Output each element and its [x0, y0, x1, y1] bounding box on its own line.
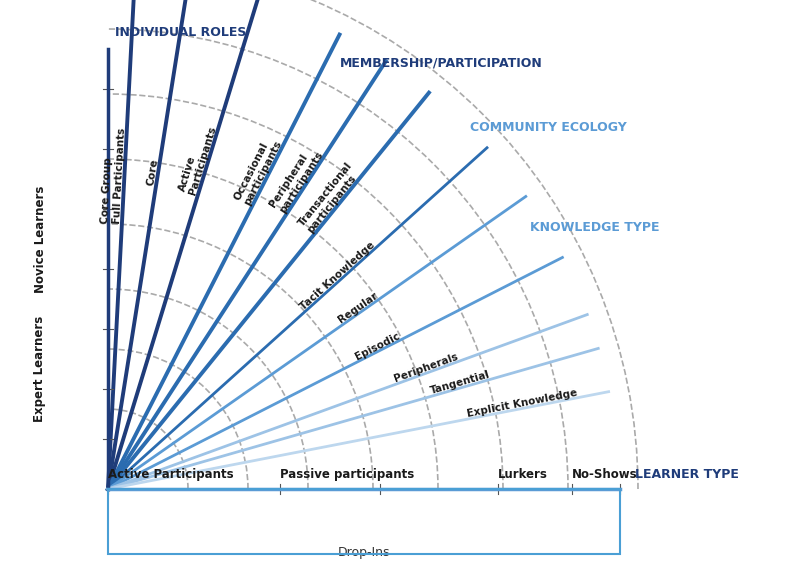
Text: Expert Learners: Expert Learners [33, 316, 46, 422]
Text: MEMBERSHIP/PARTICIPATION: MEMBERSHIP/PARTICIPATION [340, 56, 543, 69]
Bar [108, 489, 620, 554]
Text: Drop-Ins: Drop-Ins [338, 546, 390, 559]
Text: Active Participants: Active Participants [108, 468, 234, 481]
Text: Peripherals: Peripherals [392, 352, 459, 384]
Text: Active
Participants: Active Participants [176, 122, 219, 196]
Text: Occasional
participants: Occasional participants [232, 134, 284, 207]
Text: Passive participants: Passive participants [280, 468, 414, 481]
Text: INDIVIDUAL ROLES: INDIVIDUAL ROLES [115, 26, 246, 39]
Text: COMMUNITY ECOLOGY: COMMUNITY ECOLOGY [470, 121, 626, 134]
Text: KNOWLEDGE TYPE: KNOWLEDGE TYPE [530, 221, 660, 234]
Text: Lurkers: Lurkers [498, 468, 548, 481]
Text: Peripheral
participants: Peripheral participants [268, 143, 324, 215]
Text: Transactional
participants: Transactional participants [297, 160, 363, 236]
Text: No-Shows: No-Shows [572, 468, 638, 481]
Text: Core Group
Full Participants: Core Group Full Participants [100, 127, 127, 224]
Text: Tacit Knowledge: Tacit Knowledge [298, 240, 377, 312]
Text: Explicit Knowledge: Explicit Knowledge [467, 387, 579, 419]
Text: Tangential: Tangential [429, 370, 491, 396]
Text: Regular: Regular [336, 291, 379, 325]
Text: LEARNER TYPE: LEARNER TYPE [635, 468, 739, 481]
Text: Novice Learners: Novice Learners [33, 185, 46, 292]
Text: Core: Core [146, 158, 160, 187]
Text: Episodic: Episodic [354, 331, 401, 362]
